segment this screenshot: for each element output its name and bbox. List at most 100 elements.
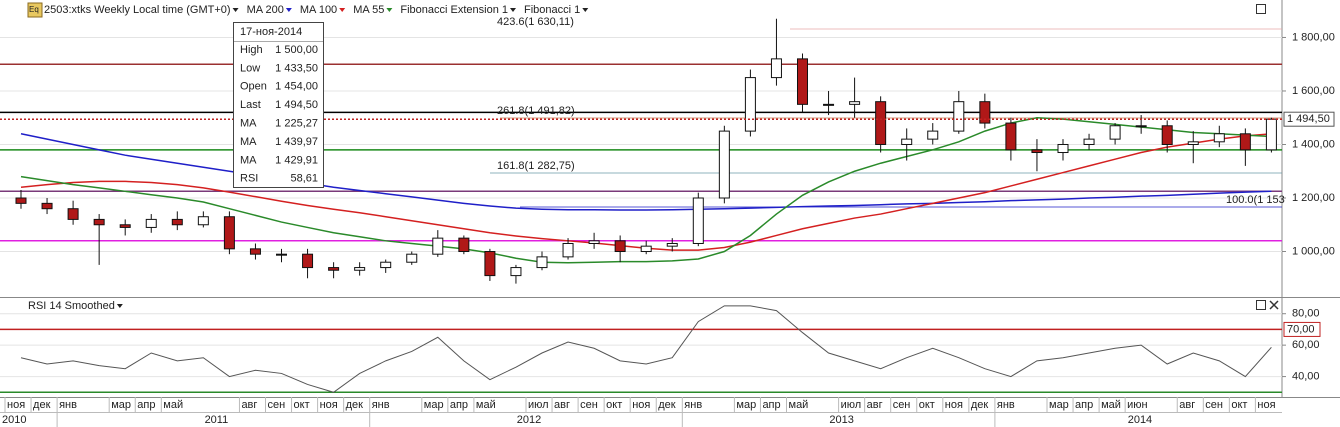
y-tick-label: 60,00 bbox=[1292, 339, 1320, 351]
candle-body bbox=[354, 267, 366, 271]
x-tick-label: окт bbox=[919, 399, 935, 411]
x-tick-label: июн bbox=[1127, 399, 1147, 411]
dropdown-arrow bbox=[339, 8, 346, 12]
info-value: 1 433,50 bbox=[275, 62, 318, 74]
info-value: 1 429,91 bbox=[275, 154, 318, 166]
y-tick-label: 1 200,00 bbox=[1292, 192, 1335, 204]
candle-body bbox=[797, 58, 808, 105]
x-tick-label: май bbox=[163, 399, 183, 411]
candle-body bbox=[927, 130, 939, 140]
candle-body bbox=[119, 224, 131, 228]
x-tick-label: апр bbox=[450, 399, 468, 411]
year-label: 2013 bbox=[829, 414, 853, 426]
candle-body bbox=[1031, 149, 1043, 154]
x-tick-label: май bbox=[476, 399, 496, 411]
last-price-box bbox=[1283, 111, 1335, 127]
y-tick-label: 1 000,00 bbox=[1292, 245, 1335, 257]
candle-body bbox=[614, 240, 626, 253]
x-tick-label: авг bbox=[554, 399, 570, 411]
x-tick-label: авг bbox=[1179, 399, 1195, 411]
dropdown-arrow bbox=[285, 8, 292, 12]
legend-entry: MA 100 bbox=[300, 4, 337, 16]
candle-body bbox=[640, 245, 652, 253]
window-button[interactable] bbox=[1256, 4, 1266, 14]
x-tick-label: янв bbox=[997, 399, 1015, 411]
tool-label: Fibonacci 1 bbox=[524, 4, 580, 16]
y-tick-label: 1 800,00 bbox=[1292, 31, 1335, 43]
x-tick-label: май bbox=[789, 399, 809, 411]
info-label: MA bbox=[240, 118, 257, 130]
candle-body bbox=[93, 218, 105, 226]
candle-body bbox=[953, 101, 965, 132]
fib-label: 161.8(1 282,75) bbox=[497, 160, 575, 172]
x-tick-label: дек bbox=[658, 399, 676, 411]
level-label-box bbox=[1283, 321, 1321, 337]
x-tick-label: дек bbox=[33, 399, 51, 411]
candle-body bbox=[171, 218, 183, 226]
candle-body bbox=[249, 248, 261, 255]
y-tick-label: 1 600,00 bbox=[1292, 85, 1335, 97]
candle-body bbox=[1265, 118, 1277, 151]
dropdown-arrow bbox=[386, 8, 393, 12]
candle-body bbox=[1213, 133, 1225, 143]
y-tick-label: 1 400,00 bbox=[1292, 138, 1335, 150]
header-icon: Eq bbox=[29, 5, 39, 14]
candle-body bbox=[901, 138, 913, 145]
x-tick-label: ноя bbox=[945, 399, 963, 411]
candle-body bbox=[979, 101, 991, 124]
candle-body bbox=[692, 197, 704, 244]
x-tick-label: ноя bbox=[7, 399, 25, 411]
info-value: 1 225,27 bbox=[275, 118, 318, 130]
tool-label: Fibonacci Extension 1 bbox=[400, 4, 508, 16]
candle-body bbox=[1109, 125, 1121, 140]
candle-body bbox=[145, 218, 157, 228]
y-tick-label: 40,00 bbox=[1292, 370, 1320, 382]
candle-body bbox=[1057, 143, 1069, 154]
info-label: Last bbox=[240, 99, 261, 111]
info-box bbox=[233, 22, 324, 188]
candle-body bbox=[15, 197, 27, 204]
candle-body bbox=[849, 101, 861, 105]
x-tick-label: апр bbox=[762, 399, 780, 411]
candle-body bbox=[562, 242, 574, 258]
candle-body bbox=[770, 58, 782, 79]
year-label: 2010 bbox=[2, 414, 26, 426]
candle-body bbox=[1161, 125, 1173, 145]
candle-body bbox=[718, 130, 730, 199]
dropdown-arrow bbox=[582, 8, 589, 12]
rsi-line bbox=[20, 305, 1272, 393]
candle-body bbox=[536, 256, 548, 269]
candle-body bbox=[1187, 141, 1199, 145]
dropdown-arrow bbox=[232, 8, 239, 12]
candle-body bbox=[197, 216, 209, 226]
info-value: 1 500,00 bbox=[275, 44, 318, 56]
candle-body bbox=[223, 216, 235, 250]
dropdown-arrow bbox=[116, 304, 123, 308]
x-tick-label: авг bbox=[241, 399, 257, 411]
candle-body bbox=[1239, 133, 1251, 151]
fib-label: 261.8(1 491,82) bbox=[497, 105, 575, 117]
candle-body bbox=[588, 240, 600, 244]
candle-body bbox=[458, 237, 470, 253]
x-tick-label: янв bbox=[684, 399, 702, 411]
x-tick-label: май bbox=[1101, 399, 1121, 411]
x-tick-label: апр bbox=[1075, 399, 1093, 411]
legend-entry: MA 200 bbox=[247, 4, 284, 16]
candle-body bbox=[1135, 125, 1147, 128]
info-label: MA bbox=[240, 154, 257, 166]
level-label: 70,00 bbox=[1287, 323, 1315, 335]
candle-body bbox=[432, 237, 444, 255]
x-tick-label: мар bbox=[736, 399, 756, 411]
year-label: 2014 bbox=[1128, 414, 1152, 426]
x-tick-label: дек bbox=[346, 399, 364, 411]
candle-body bbox=[823, 103, 835, 106]
x-tick-label: окт bbox=[1231, 399, 1247, 411]
year-label: 2012 bbox=[517, 414, 541, 426]
window-button[interactable] bbox=[1256, 300, 1266, 310]
candle-body bbox=[666, 242, 678, 247]
x-tick-label: сен bbox=[893, 399, 911, 411]
x-tick-label: окт bbox=[606, 399, 622, 411]
close-button[interactable] bbox=[1269, 300, 1279, 310]
